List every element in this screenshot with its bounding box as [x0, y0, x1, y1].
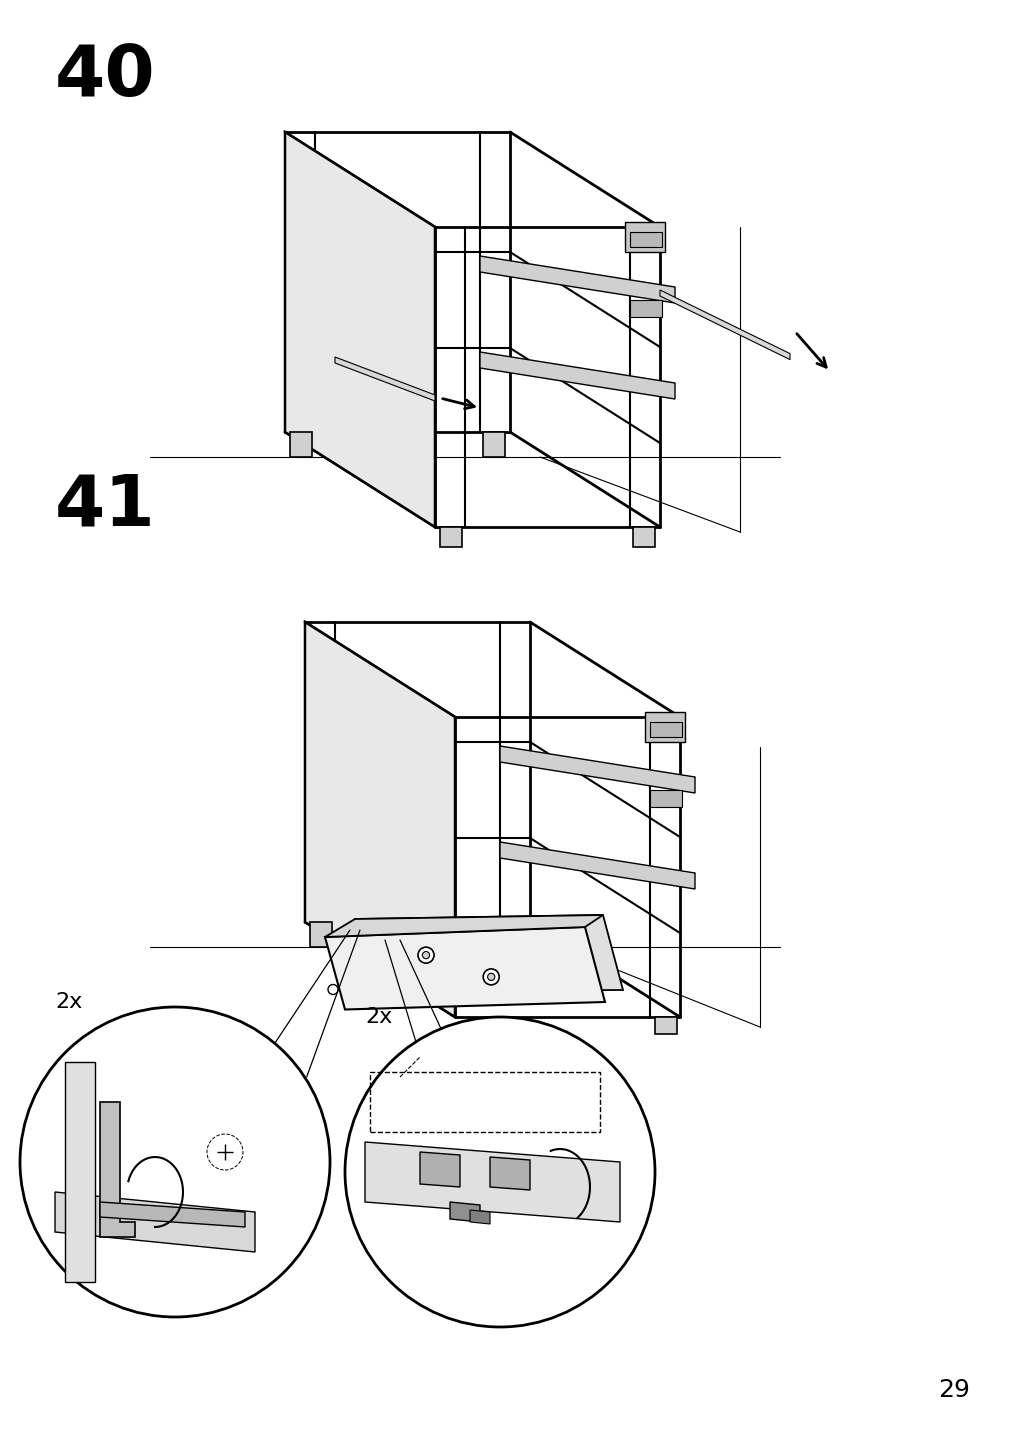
- Polygon shape: [659, 291, 790, 359]
- Polygon shape: [502, 922, 525, 947]
- Circle shape: [487, 974, 494, 981]
- Circle shape: [20, 1007, 330, 1317]
- Polygon shape: [65, 1063, 95, 1282]
- Polygon shape: [335, 357, 435, 401]
- Polygon shape: [100, 1201, 245, 1227]
- Polygon shape: [290, 432, 311, 457]
- Polygon shape: [489, 1157, 530, 1190]
- Polygon shape: [499, 842, 695, 889]
- Polygon shape: [420, 1151, 460, 1187]
- Polygon shape: [355, 915, 623, 991]
- Polygon shape: [482, 432, 504, 457]
- Text: 40: 40: [55, 42, 156, 112]
- Polygon shape: [644, 712, 684, 742]
- Text: 29: 29: [937, 1378, 969, 1402]
- Circle shape: [418, 947, 434, 964]
- Polygon shape: [325, 915, 603, 937]
- Text: 2x: 2x: [55, 992, 82, 1012]
- Polygon shape: [365, 1141, 620, 1221]
- Polygon shape: [632, 527, 654, 547]
- Polygon shape: [630, 299, 661, 316]
- Polygon shape: [325, 927, 605, 1010]
- Polygon shape: [649, 790, 681, 808]
- Polygon shape: [440, 527, 462, 547]
- Polygon shape: [499, 746, 695, 793]
- Polygon shape: [469, 1210, 489, 1224]
- Polygon shape: [100, 1103, 134, 1237]
- Polygon shape: [55, 1191, 255, 1252]
- Circle shape: [328, 985, 338, 994]
- Text: 41: 41: [55, 473, 156, 541]
- Polygon shape: [649, 722, 681, 737]
- Polygon shape: [625, 222, 664, 252]
- Polygon shape: [479, 256, 674, 304]
- Polygon shape: [479, 352, 674, 400]
- Polygon shape: [304, 621, 455, 1017]
- Polygon shape: [285, 132, 435, 527]
- Polygon shape: [450, 1201, 479, 1221]
- Polygon shape: [309, 922, 332, 947]
- Circle shape: [345, 1017, 654, 1327]
- Polygon shape: [630, 232, 661, 246]
- Polygon shape: [654, 1017, 676, 1034]
- Text: 2x: 2x: [365, 1007, 392, 1027]
- Circle shape: [482, 969, 498, 985]
- Circle shape: [422, 951, 430, 959]
- Bar: [370, 1073, 600, 1133]
